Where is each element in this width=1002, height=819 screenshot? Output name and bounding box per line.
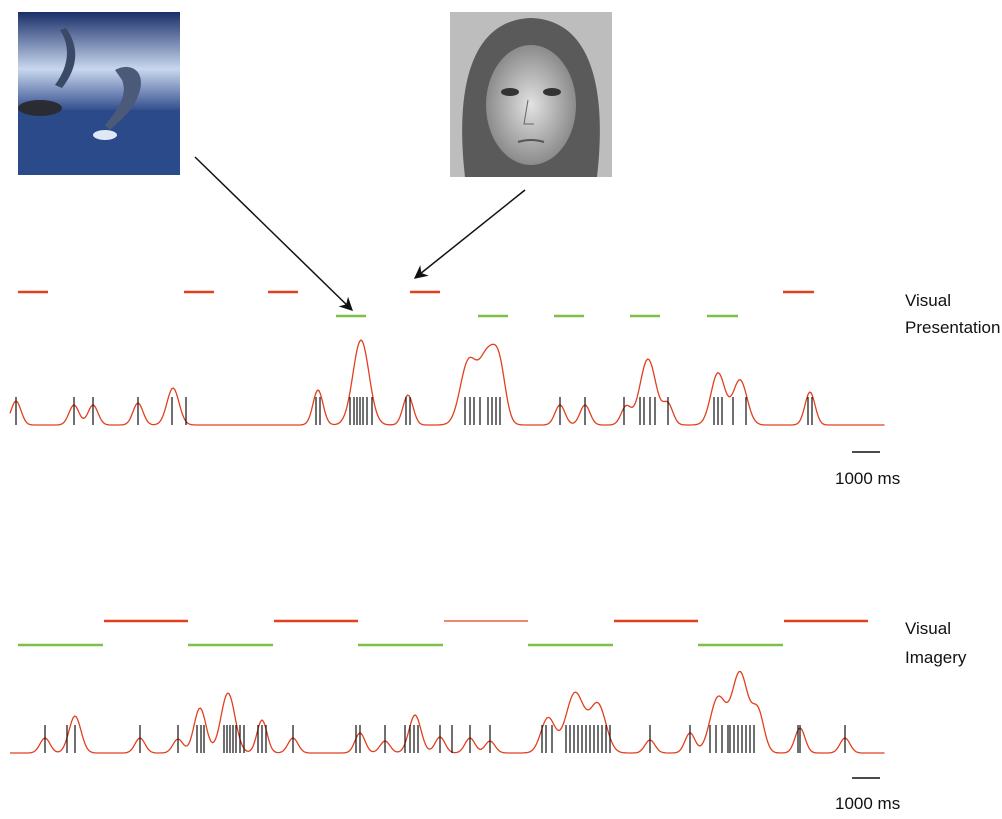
scale-bar-label: 1000 ms — [835, 794, 900, 813]
face-image — [450, 12, 612, 177]
scale-bar-label: 1000 ms — [835, 469, 900, 488]
panel-label: Imagery — [905, 648, 967, 667]
arrow — [415, 190, 525, 278]
figure: Visual Presentation 1000 ms Visual Image… — [0, 0, 1002, 814]
panel-label: Presentation — [905, 318, 1000, 337]
firing-rate — [10, 340, 885, 425]
arrow — [195, 157, 352, 310]
firing-rate — [10, 672, 885, 754]
panel-label: Visual — [905, 291, 951, 310]
panel-label: Visual — [905, 619, 951, 638]
dolphin-image — [18, 12, 180, 175]
